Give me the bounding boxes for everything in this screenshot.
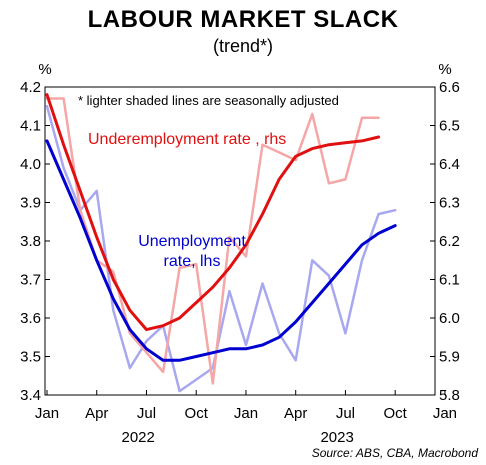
chart-subtitle: (trend*) xyxy=(212,36,274,56)
label-unemployment-line2: rate, lhs xyxy=(164,253,221,270)
x-tick-label: Jul xyxy=(336,405,355,422)
right-axis-unit: % xyxy=(438,61,451,78)
x-tick-label: Apr xyxy=(85,405,108,422)
left-tick-label: 3.7 xyxy=(20,272,41,289)
right-tick-label: 6.4 xyxy=(439,156,460,173)
right-tick-label: 5.8 xyxy=(439,387,460,404)
footnote: * lighter shaded lines are seasonally ad… xyxy=(78,93,339,108)
label-unemployment-line1: Unemployment xyxy=(138,233,246,250)
source-note: Source: ABS, CBA, Macrobond xyxy=(311,446,478,460)
right-tick-label: 6.5 xyxy=(439,118,460,135)
left-tick-label: 4.0 xyxy=(20,156,41,173)
left-tick-label: 3.4 xyxy=(20,387,41,404)
left-tick-label: 3.9 xyxy=(20,195,41,212)
left-axis-unit: % xyxy=(38,61,51,78)
chart-title: LABOUR MARKET SLACK xyxy=(87,6,399,33)
right-tick-label: 6.0 xyxy=(439,310,460,327)
label-underemployment: Underemployment rate , rhs xyxy=(88,131,286,148)
x-tick-label: Oct xyxy=(384,405,408,422)
x-tick-label: Jan xyxy=(35,405,59,422)
x-year-label: 2022 xyxy=(122,429,155,446)
right-tick-label: 6.6 xyxy=(439,79,460,96)
x-tick-label: Apr xyxy=(284,405,307,422)
right-tick-label: 6.1 xyxy=(439,272,460,289)
x-year-label: 2023 xyxy=(320,429,353,446)
left-tick-label: 4.2 xyxy=(20,79,41,96)
left-tick-label: 3.8 xyxy=(20,233,41,250)
series-layer xyxy=(45,93,397,393)
left-tick-label: 4.1 xyxy=(20,118,41,135)
right-axis: 5.8 5.9 6.0 6.1 6.2 6.3 6.4 6.5 6.6 xyxy=(430,79,460,404)
series-line-trend-underemployment-rate xyxy=(45,93,381,332)
x-tick-label: Jan xyxy=(234,405,258,422)
right-tick-label: 6.2 xyxy=(439,233,460,250)
left-tick-label: 3.6 xyxy=(20,310,41,327)
x-tick-label: Oct xyxy=(185,405,209,422)
right-tick-label: 5.9 xyxy=(439,349,460,366)
right-tick-label: 6.3 xyxy=(439,195,460,212)
left-axis: 3.4 3.5 3.6 3.7 3.8 3.9 4.0 4.1 4.2 xyxy=(20,79,50,404)
series-line-sa-unemployment-rate xyxy=(45,104,397,393)
left-tick-label: 3.5 xyxy=(20,349,41,366)
x-axis: Jan Apr Jul Oct Jan Apr Jul Oct Jan 2022 2023 xyxy=(35,390,457,446)
x-tick-label: Jul xyxy=(137,405,156,422)
series-line-trend-unemployment-rate xyxy=(45,139,397,362)
series-line-sa-underemployment-rate xyxy=(45,97,380,385)
x-tick-label: Jan xyxy=(433,405,457,422)
